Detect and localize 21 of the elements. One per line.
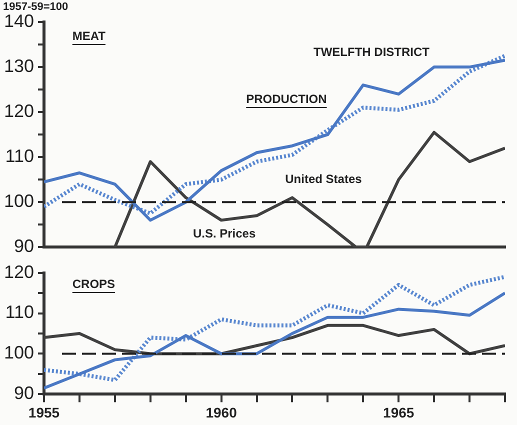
series-label: TWELFTH DISTRICT — [314, 44, 430, 59]
x-tick-label: 1960 — [206, 404, 238, 420]
annotation: MEAT — [72, 29, 106, 44]
y-tick-label: 140 — [4, 10, 34, 31]
series-label: U.S. Prices — [192, 226, 256, 240]
y-tick-label: 100 — [4, 342, 34, 363]
y-tick-label: 110 — [5, 146, 34, 166]
annotation: PRODUCTION — [246, 92, 327, 106]
y-tick-label: 120 — [4, 101, 34, 122]
y-axis-title: 1957-59=100 — [3, 1, 68, 13]
y-tick-label: 90 — [14, 236, 34, 256]
y-tick-label: 90 — [14, 383, 34, 404]
y-tick-label: 100 — [4, 191, 34, 212]
x-tick-label: 1955 — [28, 404, 60, 420]
y-tick-label: 110 — [5, 302, 34, 322]
y-tick-label: 130 — [4, 56, 34, 76]
annotation: CROPS — [72, 276, 116, 291]
line-series — [44, 274, 505, 382]
x-tick-label: 1965 — [383, 404, 414, 420]
y-tick-label: 120 — [4, 262, 34, 282]
series-label: United States — [285, 172, 362, 186]
